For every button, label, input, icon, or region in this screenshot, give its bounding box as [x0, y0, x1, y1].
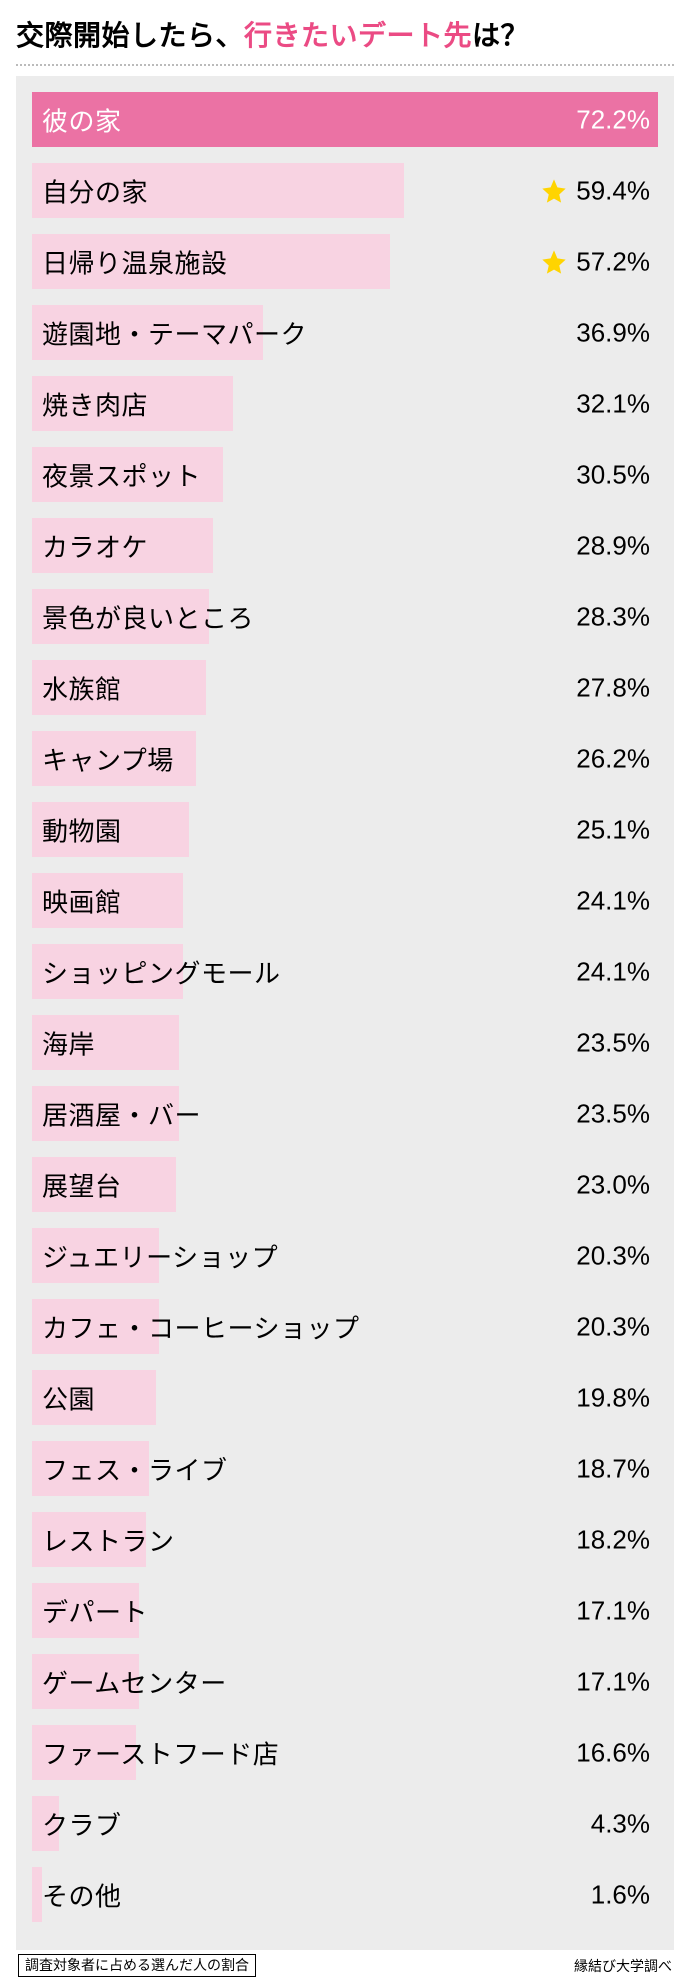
bar-fill	[32, 92, 658, 147]
bar-label: 海岸	[42, 1024, 95, 1061]
chart-title: 交際開始したら、行きたいデート先は？	[16, 14, 674, 66]
bar-label: 映画館	[42, 882, 122, 919]
bar-row: フェス・ライブ 18.7%	[32, 1441, 658, 1496]
bar-percentage: 26.2%	[576, 743, 650, 774]
bar-row: 遊園地・テーマパーク 36.9%	[32, 305, 658, 360]
bar-row: デパート 17.1%	[32, 1583, 658, 1638]
bar-row: キャンプ場 26.2%	[32, 731, 658, 786]
bar-percentage: 28.9%	[576, 530, 650, 561]
chart-area: 彼の家 72.2% 自分の家 59.4% 日帰り温泉施設 57.2% 遊園地・テーマパーク 3…	[16, 76, 674, 1950]
bar-percentage: 72.2%	[576, 104, 650, 135]
bar-label: ジュエリーショップ	[42, 1237, 278, 1274]
bar-row: 動物園 25.1%	[32, 802, 658, 857]
footer: 調査対象者に占める選んだ人の割合 縁結び大学調べ	[16, 1954, 674, 1977]
bar-label: フェス・ライブ	[42, 1450, 228, 1487]
bar-percentage: 36.9%	[576, 317, 650, 348]
star-icon	[540, 177, 568, 205]
bar-label: レストラン	[42, 1521, 175, 1558]
bar-percentage: 20.3%	[576, 1240, 650, 1271]
star-icon	[540, 248, 568, 276]
bar-label: クラブ	[42, 1805, 122, 1842]
bar-row: レストラン 18.2%	[32, 1512, 658, 1567]
bar-percentage: 59.4%	[576, 175, 650, 206]
bar-percentage: 25.1%	[576, 814, 650, 845]
bar-percentage: 19.8%	[576, 1382, 650, 1413]
bar-row: クラブ 4.3%	[32, 1796, 658, 1851]
bar-row: 公園 19.8%	[32, 1370, 658, 1425]
bar-row: 景色が良いところ 28.3%	[32, 589, 658, 644]
bar-label: 景色が良いところ	[42, 598, 254, 635]
bar-label: 動物園	[42, 811, 122, 848]
bar-row: 彼の家 72.2%	[32, 92, 658, 147]
bar-row: その他 1.6%	[32, 1867, 658, 1922]
bar-percentage: 4.3%	[591, 1808, 650, 1839]
bar-label: キャンプ場	[42, 740, 174, 777]
source-label: 縁結び大学調べ	[574, 1954, 672, 1976]
bar-percentage: 20.3%	[576, 1311, 650, 1342]
bar-row: 日帰り温泉施設 57.2%	[32, 234, 658, 289]
bar-label: カラオケ	[42, 527, 148, 564]
bar-label: 展望台	[42, 1166, 122, 1203]
bar-fill	[32, 1867, 42, 1922]
bar-row: 展望台 23.0%	[32, 1157, 658, 1212]
bar-label: 公園	[42, 1379, 95, 1416]
bar-label: 夜景スポット	[42, 456, 201, 493]
bar-percentage: 28.3%	[576, 601, 650, 632]
bar-row: 海岸 23.5%	[32, 1015, 658, 1070]
bar-label: ショッピングモール	[42, 953, 281, 990]
bar-label: カフェ・コーヒーショップ	[42, 1308, 359, 1345]
bar-percentage: 24.1%	[576, 956, 650, 987]
bar-percentage: 23.5%	[576, 1098, 650, 1129]
bar-label: 遊園地・テーマパーク	[42, 314, 307, 351]
bar-label: 焼き肉店	[42, 385, 148, 422]
bar-row: カラオケ 28.9%	[32, 518, 658, 573]
bar-percentage: 24.1%	[576, 885, 650, 916]
bar-label: デパート	[42, 1592, 148, 1629]
bar-label: その他	[42, 1876, 122, 1913]
bar-row: 居酒屋・バー 23.5%	[32, 1086, 658, 1141]
bar-row: ショッピングモール 24.1%	[32, 944, 658, 999]
bar-row: 映画館 24.1%	[32, 873, 658, 928]
bar-row: 水族館 27.8%	[32, 660, 658, 715]
bar-label: 居酒屋・バー	[42, 1095, 201, 1132]
footnote: 調査対象者に占める選んだ人の割合	[18, 1954, 256, 1977]
title-highlight: 行きたいデート先	[244, 20, 472, 51]
bar-row: 夜景スポット 30.5%	[32, 447, 658, 502]
bar-percentage: 23.0%	[576, 1169, 650, 1200]
bar-row: ファーストフード店 16.6%	[32, 1725, 658, 1780]
bar-percentage: 18.2%	[576, 1524, 650, 1555]
bar-label: ゲームセンター	[42, 1663, 227, 1700]
container: 交際開始したら、行きたいデート先は？ 彼の家 72.2% 自分の家 59.4% 日帰り温…	[0, 0, 690, 1987]
bar-label: ファーストフード店	[42, 1734, 279, 1771]
bar-percentage: 30.5%	[576, 459, 650, 490]
title-suffix: は？	[472, 20, 529, 51]
bar-percentage: 23.5%	[576, 1027, 650, 1058]
title-prefix: 交際開始したら、	[16, 20, 244, 51]
bar-percentage: 27.8%	[576, 672, 650, 703]
bar-row: ゲームセンター 17.1%	[32, 1654, 658, 1709]
bar-percentage: 17.1%	[576, 1595, 650, 1626]
bar-row: カフェ・コーヒーショップ 20.3%	[32, 1299, 658, 1354]
bar-label: 日帰り温泉施設	[42, 243, 228, 280]
bar-percentage: 32.1%	[576, 388, 650, 419]
bar-percentage: 18.7%	[576, 1453, 650, 1484]
bar-percentage: 17.1%	[576, 1666, 650, 1697]
bar-percentage: 1.6%	[591, 1879, 650, 1910]
bar-label: 彼の家	[42, 101, 122, 138]
bar-percentage: 16.6%	[576, 1737, 650, 1768]
bar-row: 焼き肉店 32.1%	[32, 376, 658, 431]
bar-label: 水族館	[42, 669, 122, 706]
bar-row: ジュエリーショップ 20.3%	[32, 1228, 658, 1283]
bar-row: 自分の家 59.4%	[32, 163, 658, 218]
bar-label: 自分の家	[42, 172, 148, 209]
bar-percentage: 57.2%	[576, 246, 650, 277]
